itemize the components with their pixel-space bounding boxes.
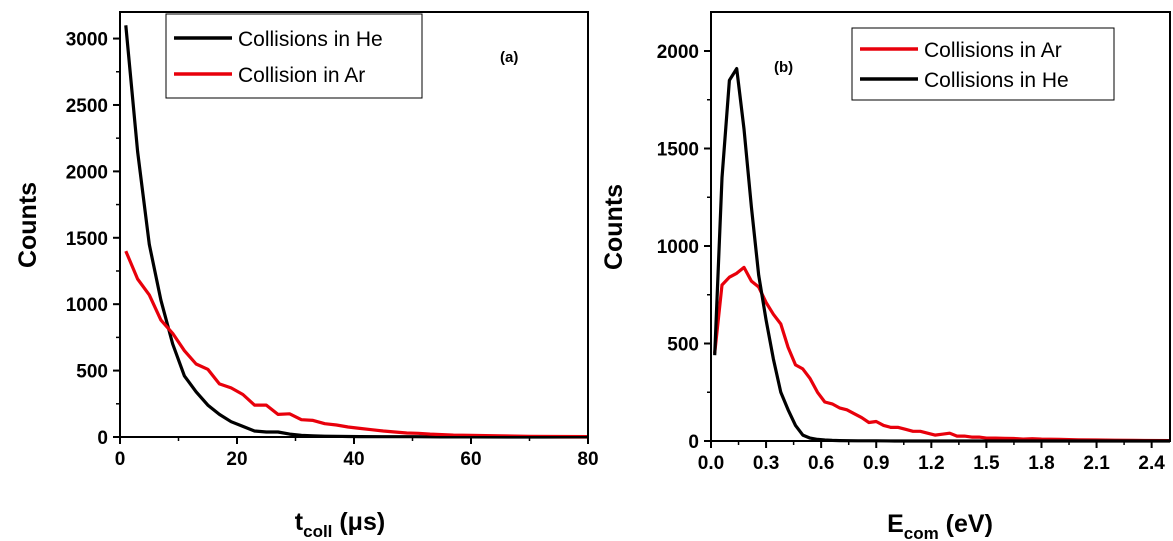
y-tick-label: 2000: [66, 162, 108, 183]
y-tick-label: 3000: [66, 30, 108, 51]
legend-box: [851, 27, 1115, 101]
legend: Collisions in Ar Collisions in He: [851, 27, 1115, 101]
x-tick-label: 80: [577, 449, 598, 470]
y-tick-label: 2000: [657, 42, 699, 63]
panel-label: (b): [774, 59, 793, 76]
legend-label: Collisions in He: [924, 69, 1069, 92]
x-tick-label: 1.8: [1028, 453, 1054, 474]
x-tick-label: 0.0: [698, 453, 724, 474]
x-tick-label: 20: [226, 449, 247, 470]
x-tick-label: 1.5: [973, 453, 1000, 474]
legend: Collisions in He Collision in Ar: [165, 13, 423, 99]
legend-label: Collision in Ar: [238, 64, 365, 87]
y-axis-label: Counts: [14, 182, 42, 268]
x-tick-label: 0: [115, 449, 126, 470]
x-axis-label: Ecom (eV): [887, 510, 993, 541]
x-tick-label: 0.6: [808, 453, 834, 474]
panel-label: (a): [500, 49, 518, 66]
y-tick-label: 0: [688, 432, 699, 453]
series-line-0: [713, 265, 1171, 443]
x-axis-label: tcoll (μs): [295, 508, 385, 541]
y-tick-label: 2500: [66, 96, 108, 117]
chart-panel-b: 0 500 1000 1500 2000 0.0 0.3 0.6 0.9 1.2 1.5 1.8 2.1…: [600, 11, 1171, 541]
y-tick-label: 500: [667, 335, 699, 356]
plot-frame: [710, 11, 1171, 442]
y-axis-label: Counts: [600, 184, 628, 270]
y-tick-label: 0: [97, 428, 108, 449]
x-tick-label: 2.1: [1083, 453, 1110, 474]
legend-label: Collisions in He: [238, 28, 383, 51]
y-tick-label: 1500: [66, 229, 108, 250]
legend-box: [165, 13, 423, 99]
series-line-1: [124, 250, 589, 439]
series-line-1: [713, 66, 1170, 443]
x-tick-label: 0.9: [863, 453, 889, 474]
y-tick-label: 1000: [66, 295, 108, 316]
x-tick-label: 1.2: [918, 453, 944, 474]
x-tick-label: 60: [460, 449, 481, 470]
legend-label: Collisions in Ar: [924, 39, 1062, 62]
y-tick-label: 1500: [657, 140, 699, 161]
x-tick-label: 0.3: [753, 453, 779, 474]
y-tick-label: 1000: [657, 237, 699, 258]
x-tick-label: 2.4: [1138, 453, 1165, 474]
y-tick-label: 500: [76, 362, 108, 383]
chart-panel-a: 0 500 1000 1500 2000 2500 3000 0 20 40 60 80 Counts t…: [14, 11, 599, 541]
x-tick-label: 40: [343, 449, 364, 470]
